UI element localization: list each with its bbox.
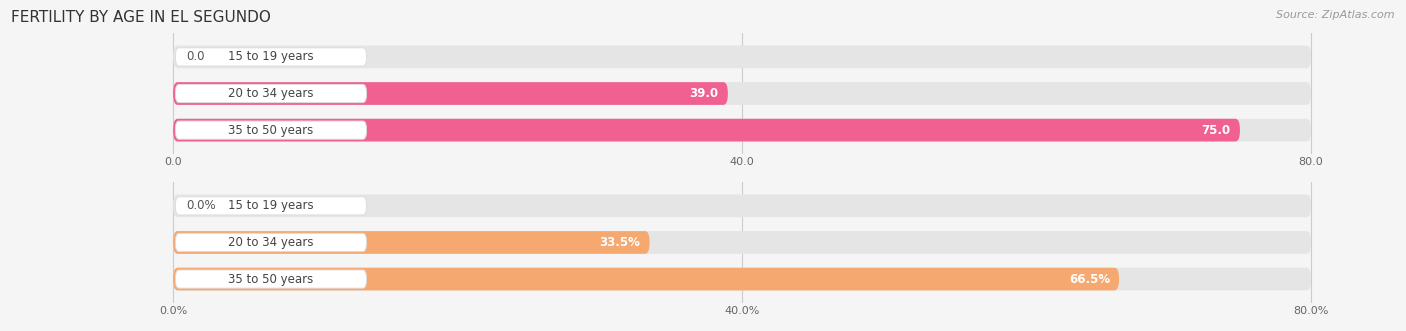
Text: 39.0: 39.0 — [689, 87, 718, 100]
Text: 20 to 34 years: 20 to 34 years — [228, 87, 314, 100]
FancyBboxPatch shape — [173, 195, 1310, 217]
FancyBboxPatch shape — [173, 231, 650, 254]
FancyBboxPatch shape — [176, 197, 367, 215]
FancyBboxPatch shape — [176, 121, 367, 139]
Text: 15 to 19 years: 15 to 19 years — [228, 199, 314, 213]
FancyBboxPatch shape — [173, 268, 1119, 290]
FancyBboxPatch shape — [173, 119, 1240, 141]
Text: 20 to 34 years: 20 to 34 years — [228, 236, 314, 249]
FancyBboxPatch shape — [173, 268, 1310, 290]
Text: 35 to 50 years: 35 to 50 years — [228, 123, 314, 137]
Text: 66.5%: 66.5% — [1069, 272, 1109, 286]
FancyBboxPatch shape — [176, 270, 367, 288]
Text: FERTILITY BY AGE IN EL SEGUNDO: FERTILITY BY AGE IN EL SEGUNDO — [11, 10, 271, 25]
FancyBboxPatch shape — [173, 231, 1310, 254]
FancyBboxPatch shape — [173, 46, 1310, 68]
Text: 0.0%: 0.0% — [187, 199, 217, 213]
FancyBboxPatch shape — [173, 82, 728, 105]
Text: Source: ZipAtlas.com: Source: ZipAtlas.com — [1277, 10, 1395, 20]
FancyBboxPatch shape — [173, 82, 1310, 105]
FancyBboxPatch shape — [173, 119, 1310, 141]
FancyBboxPatch shape — [176, 48, 367, 66]
FancyBboxPatch shape — [176, 84, 367, 103]
Text: 75.0: 75.0 — [1202, 123, 1230, 137]
Text: 35 to 50 years: 35 to 50 years — [228, 272, 314, 286]
Text: 33.5%: 33.5% — [599, 236, 641, 249]
Text: 15 to 19 years: 15 to 19 years — [228, 50, 314, 64]
Text: 0.0: 0.0 — [187, 50, 205, 64]
FancyBboxPatch shape — [176, 233, 367, 252]
